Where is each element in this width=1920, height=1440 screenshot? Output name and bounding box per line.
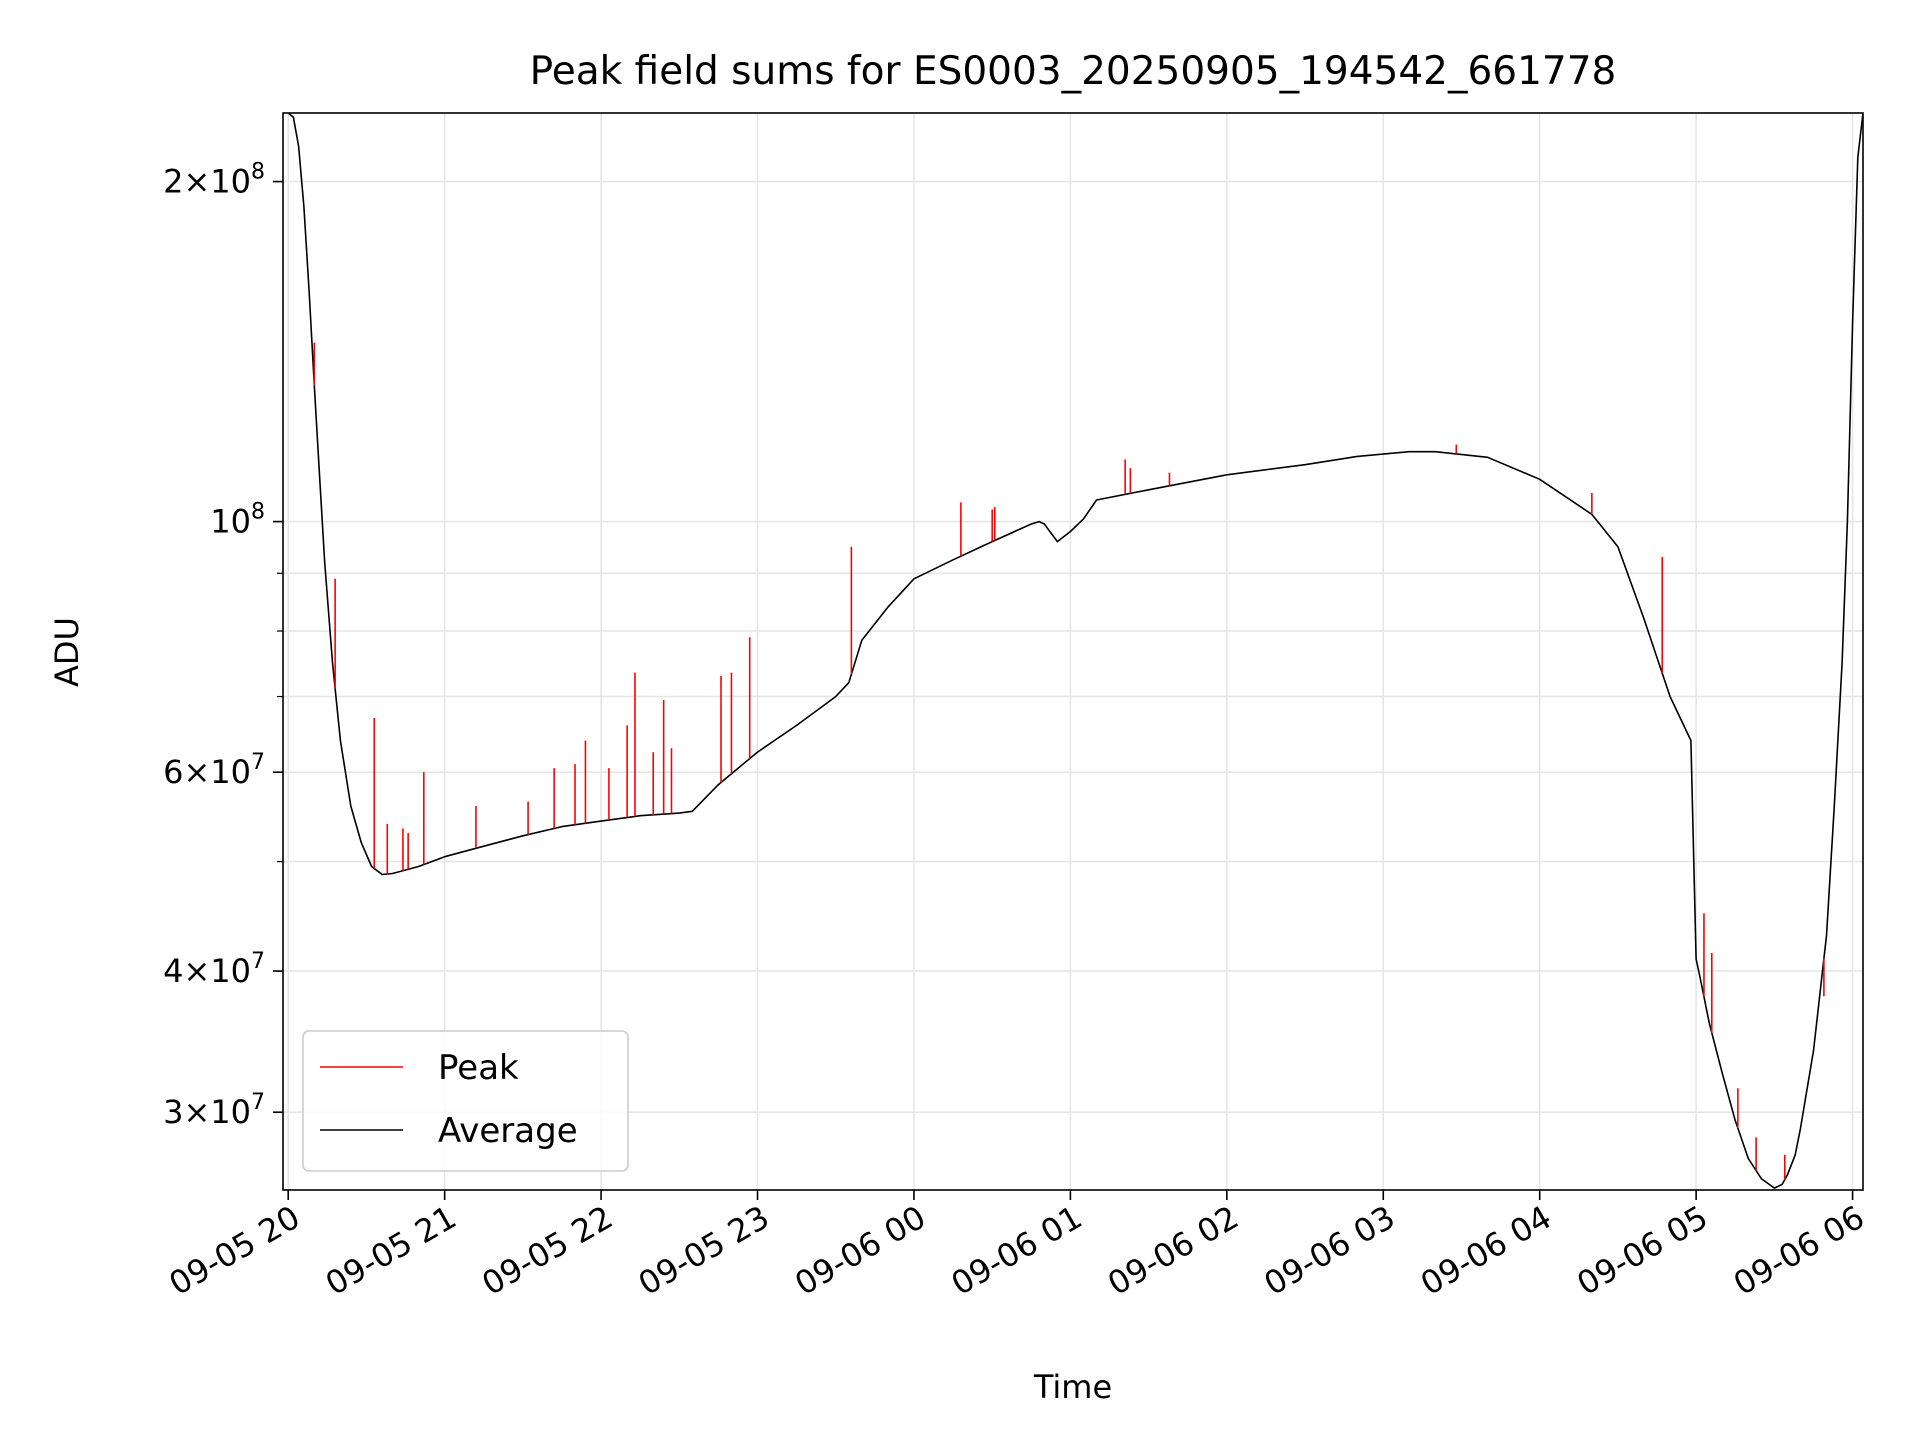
legend-peak-label: Peak	[438, 1048, 519, 1088]
legend: Peak Average	[302, 1030, 629, 1172]
y-tick-label: 2×108	[163, 160, 265, 201]
x-tick-label: 09-05 21	[319, 1198, 463, 1303]
x-axis-ticks: 09-05 20 09-05 21 09-05 22 09-05 23 09-06 00…	[163, 1190, 1871, 1303]
x-tick-label: 09-06 05	[1571, 1198, 1715, 1303]
x-axis-label: Time	[1033, 1368, 1112, 1406]
y-tick-label: 4×107	[163, 949, 265, 990]
plot-area	[287, 113, 1863, 1189]
x-tick-label: 09-05 20	[163, 1198, 307, 1303]
x-tick-label: 09-06 00	[788, 1198, 932, 1303]
legend-average-label: Average	[438, 1111, 578, 1151]
x-tick-label: 09-06 04	[1414, 1198, 1558, 1303]
y-axis-ticks: 2×108 108 6×107 4×107 3×107	[163, 160, 283, 1131]
y-axis-label: ADU	[48, 617, 86, 687]
x-tick-label: 09-06 02	[1101, 1198, 1245, 1303]
x-tick-label: 09-05 23	[632, 1198, 776, 1303]
axes-frame	[282, 112, 1864, 1191]
series-line-average	[287, 113, 1863, 1189]
x-tick-label: 09-06 03	[1258, 1198, 1402, 1303]
legend-box	[302, 1030, 629, 1172]
y-tick-label: 108	[210, 500, 265, 541]
x-tick-label: 09-06 06	[1727, 1198, 1871, 1303]
chart-title: Peak field sums for ES0003_20250905_1945…	[530, 49, 1617, 94]
grid-lines	[283, 113, 1863, 1190]
x-tick-label: 09-06 01	[945, 1198, 1089, 1303]
y-tick-label: 3×107	[163, 1090, 265, 1131]
x-tick-label: 09-05 22	[475, 1198, 619, 1303]
y-tick-label: 6×107	[163, 750, 265, 791]
